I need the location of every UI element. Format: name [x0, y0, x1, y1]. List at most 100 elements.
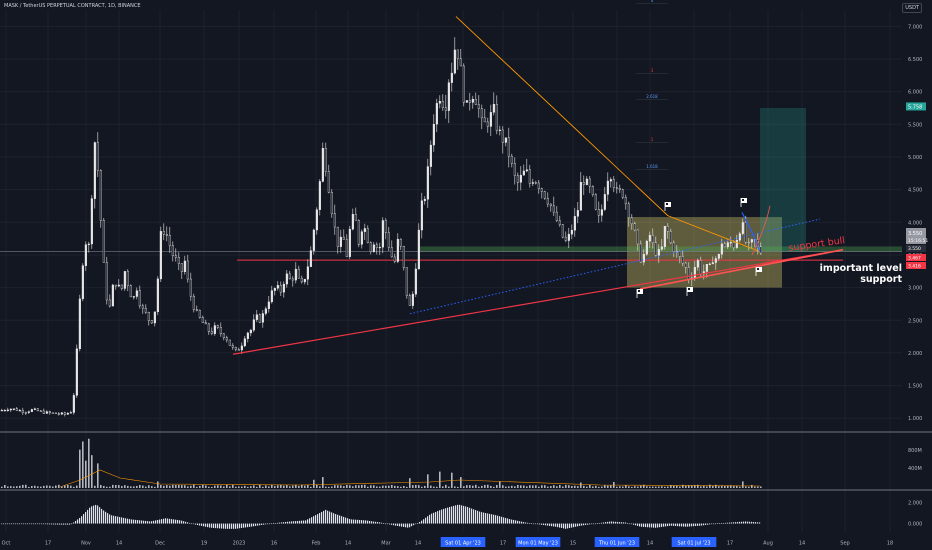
x-tick-label: Oct	[2, 541, 11, 547]
oscillator-bar	[361, 520, 363, 524]
volume-bar	[61, 486, 63, 488]
volume-bar	[223, 486, 225, 488]
oscillator-bar	[743, 521, 745, 524]
oscillator-bar	[77, 519, 79, 524]
oscillator-bar	[111, 515, 113, 524]
oscillator-bar	[601, 522, 603, 524]
fib-label: 4	[651, 0, 654, 3]
oscillator-bar	[151, 521, 153, 524]
oscillator-bar	[233, 523, 235, 529]
volume-bar	[124, 485, 126, 488]
candle-body	[465, 100, 468, 103]
volume-bar	[550, 486, 552, 488]
candle-body	[495, 104, 498, 131]
oscillator-bar	[319, 513, 321, 524]
volume-bar	[574, 485, 576, 488]
oscillator-bar	[3, 523, 5, 525]
candle-body	[459, 58, 462, 67]
oscillator-bar	[321, 511, 323, 524]
oscillator-bar	[393, 523, 395, 526]
volume-bar	[244, 485, 246, 488]
oscillator-bar	[401, 523, 403, 527]
oscillator-bar	[119, 517, 121, 524]
current-price-badge: 3.550	[908, 231, 922, 237]
volume-bar	[370, 485, 372, 488]
oscillator-bar	[103, 510, 105, 524]
oscillator-bar	[669, 523, 671, 526]
oscillator-bar	[637, 523, 639, 526]
volume-bar	[586, 486, 588, 488]
volume-bar	[58, 484, 60, 488]
candle-body	[444, 107, 447, 111]
candle-body	[129, 285, 132, 298]
volume-bar	[595, 485, 597, 488]
oscillator-bar	[65, 523, 67, 525]
volume-bar	[340, 485, 342, 488]
oscillator-bar	[661, 523, 663, 527]
y-tick-label: 2.500	[908, 318, 922, 324]
oscillator-bar	[733, 522, 735, 524]
oscillator-bar	[249, 523, 251, 527]
support-label: support	[860, 274, 902, 285]
oscillator-bar	[425, 517, 427, 524]
oscillator-bar	[51, 523, 53, 525]
candle-body	[432, 124, 435, 146]
candle-body	[633, 223, 636, 231]
oscillator-bar	[29, 523, 31, 525]
volume-bar	[517, 484, 519, 488]
candle-body	[435, 103, 438, 125]
oscillator-bar	[199, 523, 201, 526]
candle-body	[405, 267, 408, 296]
volume-bar	[469, 485, 471, 488]
oscillator-bar	[695, 523, 697, 527]
candle-body	[750, 239, 753, 243]
volume-bar	[748, 486, 750, 488]
oscillator-bar	[697, 523, 699, 526]
oscillator-bar	[91, 506, 93, 524]
oscillator-bar	[175, 519, 177, 524]
oscillator-bar	[657, 523, 659, 528]
oscillator-bar	[607, 521, 609, 524]
candle-body	[531, 182, 534, 184]
volume-bar	[355, 485, 357, 488]
candle-body	[117, 284, 120, 287]
candle-body	[579, 182, 582, 211]
candle-body	[261, 313, 264, 323]
oscillator-bar	[255, 523, 257, 526]
currency-label[interactable]: USDT	[902, 3, 922, 13]
volume-bar	[457, 486, 459, 488]
volume-bar	[679, 486, 681, 488]
oscillator-bar	[193, 523, 195, 525]
oscillator-bar	[449, 506, 451, 524]
x-tick-label: 14	[345, 541, 351, 547]
volume-bar	[418, 485, 420, 488]
oscillator-bar	[491, 514, 493, 524]
oscillator-bar	[699, 523, 701, 526]
volume-bar	[409, 478, 411, 488]
volume-bar	[397, 486, 399, 488]
candle-body	[246, 332, 249, 339]
volume-bar	[712, 485, 714, 488]
volume-bar	[10, 486, 12, 488]
date-badge-bg	[671, 537, 717, 547]
oscillator-bar	[717, 523, 719, 525]
volume-bar	[226, 484, 228, 488]
oscillator-bar	[621, 522, 623, 524]
oscillator-bar	[71, 523, 73, 525]
oscillator-bar	[563, 523, 565, 529]
volume-bar	[361, 484, 363, 488]
volume-bar	[241, 486, 243, 488]
oscillator-bar	[539, 523, 541, 525]
oscillator-bar	[391, 523, 393, 525]
target-price-badge: 5.758	[908, 104, 922, 110]
candle-body	[396, 238, 399, 262]
x-tick-label: Sat 01 Jul '23	[677, 541, 710, 547]
oscillator-bar	[431, 513, 433, 524]
candle-body	[357, 220, 360, 245]
volume-bar	[745, 486, 747, 488]
volume-tick-label: 800M	[908, 448, 922, 454]
x-tick-label: 17	[500, 541, 506, 547]
volume-bar	[88, 438, 90, 488]
oscillator-bar	[75, 520, 77, 524]
